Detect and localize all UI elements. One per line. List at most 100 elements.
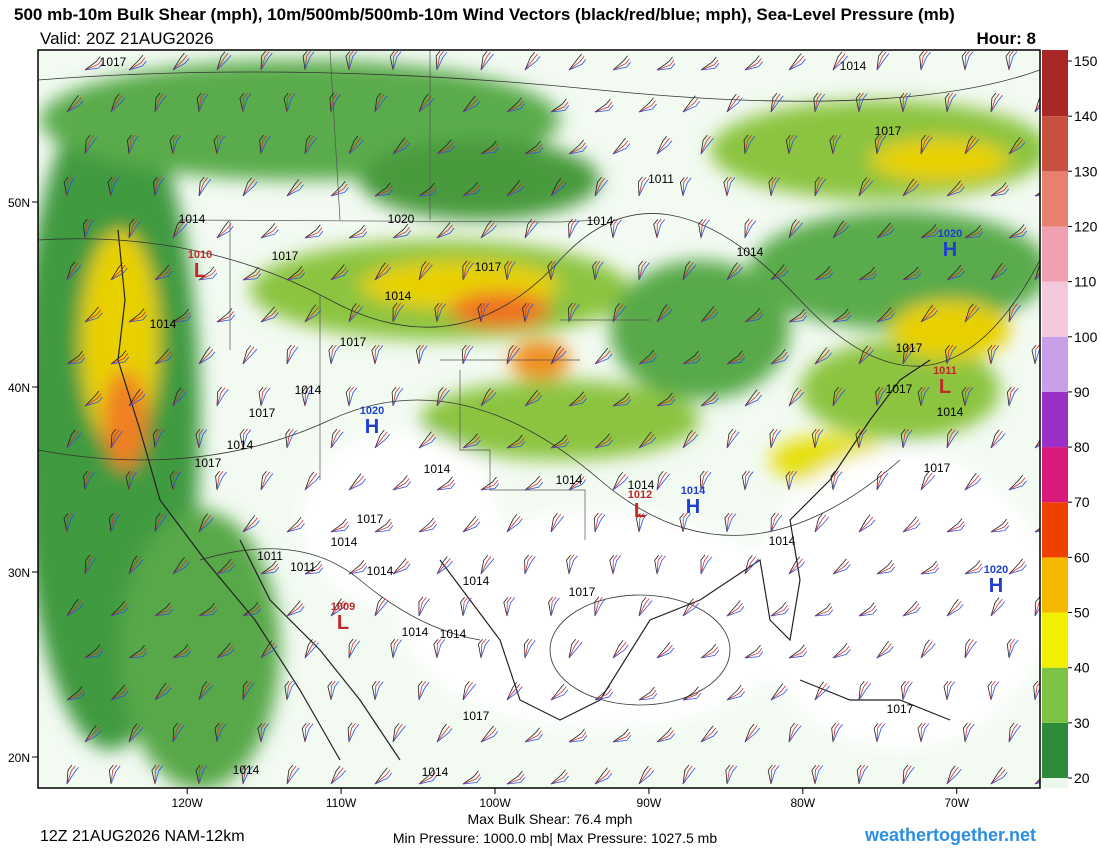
wind-barb — [286, 428, 294, 449]
wind-barb — [84, 554, 91, 575]
isobar-label: 1014 — [424, 462, 451, 476]
wind-barb — [876, 722, 882, 743]
wind-barb — [260, 222, 276, 239]
wind-barb — [506, 103, 525, 113]
wind-barb — [1008, 480, 1027, 491]
wind-barb — [920, 640, 933, 659]
wind-barb — [944, 92, 950, 113]
wind-barb — [506, 597, 516, 617]
wind-barb — [788, 561, 806, 575]
wind-barb — [770, 269, 789, 281]
wind-barb — [612, 61, 632, 71]
wind-barb — [961, 387, 967, 407]
wind-barb — [371, 345, 377, 365]
wind-barb — [946, 345, 957, 365]
colorbar-segment — [1042, 722, 1068, 778]
colorbar-label: 20 — [1074, 770, 1090, 786]
isobar-label: 1011 — [648, 172, 674, 186]
wind-barb — [110, 606, 129, 617]
wind-barb — [260, 722, 266, 743]
wind-barb — [770, 765, 780, 785]
wind-barb — [436, 725, 450, 743]
wind-barb — [330, 181, 346, 197]
wind-barb — [788, 558, 803, 575]
wind-barb — [964, 136, 977, 155]
wind-barb — [700, 556, 713, 575]
wind-barb — [330, 767, 344, 785]
wind-barb — [462, 345, 471, 365]
wind-barb — [480, 476, 497, 491]
wind-barb — [638, 103, 657, 113]
wind-barb — [260, 386, 267, 407]
wind-barb — [198, 517, 214, 533]
wind-barb — [506, 179, 521, 197]
wind-barb — [462, 439, 481, 449]
wind-barb — [66, 598, 79, 617]
wind-barb — [216, 54, 232, 71]
wind-barb — [594, 436, 612, 449]
wind-barb — [330, 431, 344, 449]
wind-barb — [788, 391, 805, 407]
wind-barb — [612, 137, 627, 155]
wind-barb — [330, 518, 347, 533]
wind-barb — [946, 769, 962, 785]
wind-barb — [301, 723, 307, 743]
wind-barb — [770, 688, 788, 701]
colorbar-label: 30 — [1074, 715, 1090, 731]
wind-barb — [726, 176, 732, 197]
wind-barb — [110, 603, 128, 617]
wind-barb — [304, 387, 314, 407]
wind-barb — [110, 428, 117, 449]
wind-barb — [286, 266, 303, 281]
site-link[interactable]: weathertogether.net — [864, 825, 1036, 845]
wind-barb — [392, 302, 398, 323]
wind-barb — [788, 556, 801, 575]
borders — [179, 50, 650, 540]
wind-barb — [374, 429, 385, 449]
wind-barb — [550, 772, 568, 785]
wind-barb — [1034, 106, 1040, 113]
wind-barb — [568, 728, 585, 743]
wind-barb — [84, 59, 103, 71]
wind-barb — [392, 388, 404, 407]
wind-barb — [1031, 345, 1037, 365]
wind-barb — [656, 219, 666, 239]
wind-barb — [480, 140, 497, 155]
wind-barb — [462, 680, 470, 701]
wind-barb — [700, 218, 707, 239]
wind-barb — [726, 765, 738, 785]
wind-barb — [700, 137, 714, 155]
wind-barb — [84, 62, 104, 71]
isobar-label: 1017 — [357, 512, 384, 526]
wind-barb — [901, 680, 906, 701]
wind-barb — [172, 223, 188, 239]
wind-barb — [788, 389, 802, 407]
wind-barb — [990, 94, 1003, 113]
wind-barb — [198, 272, 218, 281]
wind-barb — [700, 643, 717, 659]
wind-barb — [700, 397, 719, 407]
wind-barb — [612, 304, 624, 323]
wind-vectors — [63, 50, 1040, 785]
wind-barb — [348, 303, 357, 323]
wind-barb — [418, 344, 425, 365]
wind-barb — [198, 179, 212, 197]
wind-barb — [433, 639, 439, 659]
wind-barb — [550, 441, 570, 449]
wind-barb — [480, 220, 492, 239]
wind-barb — [374, 92, 382, 113]
wind-barb — [198, 682, 211, 701]
wind-barb — [330, 345, 341, 365]
wind-barb — [392, 558, 407, 575]
wind-barb — [172, 387, 182, 407]
wind-barb — [524, 554, 529, 575]
wind-barb — [418, 185, 437, 197]
wind-barb — [1034, 444, 1040, 449]
wind-barb — [169, 471, 175, 491]
wind-barb — [770, 355, 789, 365]
isobar-label: 1014 — [295, 383, 322, 397]
wind-barb — [462, 597, 472, 617]
wind-barb — [198, 764, 204, 785]
wind-barb — [110, 687, 128, 701]
wind-barb — [66, 603, 84, 617]
